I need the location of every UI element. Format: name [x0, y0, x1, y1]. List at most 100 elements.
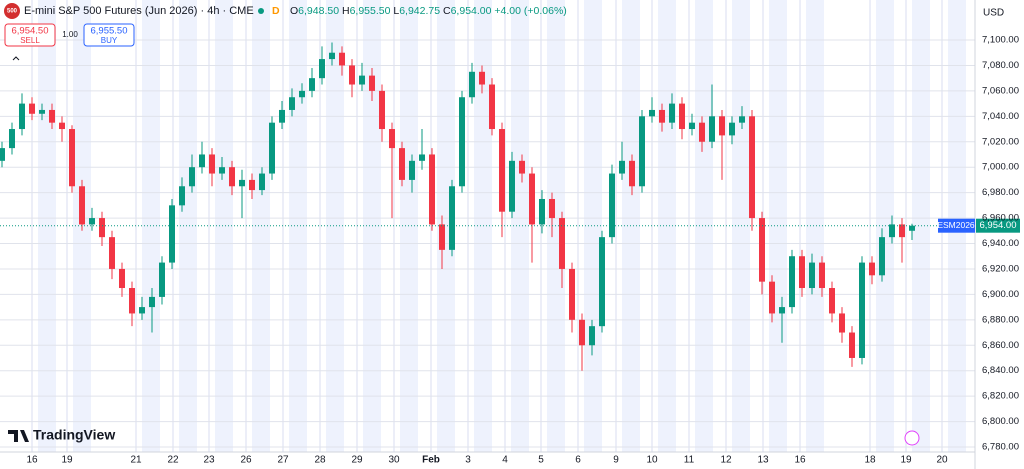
- session-bands: [38, 0, 966, 452]
- candle-body: [179, 186, 185, 206]
- candle-body: [729, 122, 735, 136]
- y-tick-label: 6,840.00: [982, 365, 1019, 376]
- candle-body: [79, 186, 85, 225]
- x-tick-label: 27: [277, 455, 289, 466]
- y-tick-label: 7,080.00: [982, 60, 1019, 71]
- h-label: H: [342, 5, 350, 17]
- buy-label: BUY: [101, 36, 118, 45]
- y-tick-label: 6,780.00: [982, 442, 1019, 453]
- grid: [0, 0, 975, 452]
- sell-price: 6,954.50: [12, 26, 49, 37]
- buy-price: 6,955.50: [91, 26, 128, 37]
- badge: D: [272, 5, 280, 17]
- candle-body: [459, 97, 465, 187]
- session-band: [326, 0, 344, 452]
- y-tick-label: 7,060.00: [982, 85, 1019, 96]
- candle-body: [329, 52, 335, 60]
- x-tick-label: 30: [388, 455, 400, 466]
- x-tick-label: 3: [465, 455, 471, 466]
- y-tick-label: 6,940.00: [982, 238, 1019, 249]
- y-tick-label: 7,020.00: [982, 136, 1019, 147]
- status-dot: [258, 8, 264, 14]
- candle-body: [29, 103, 35, 114]
- y-tick-label: 6,880.00: [982, 314, 1019, 325]
- candle-body: [629, 160, 635, 187]
- candle-body: [739, 116, 745, 123]
- candle-body: [619, 160, 625, 174]
- ohlc: O6,948.50 H6,955.50 L6,942.75 C6,954.00 …: [290, 5, 567, 17]
- candle-body: [659, 109, 665, 123]
- candle-body: [369, 75, 375, 91]
- x-tick-label: 12: [720, 455, 732, 466]
- candle-body: [809, 262, 815, 289]
- y-tick-label: 6,800.00: [982, 416, 1019, 427]
- candle-body: [269, 122, 275, 174]
- candle-body: [519, 160, 525, 174]
- candle-body: [399, 148, 405, 180]
- x-tick-label: Feb: [422, 455, 440, 466]
- candle-body: [539, 198, 545, 225]
- x-tick-label: 29: [351, 455, 363, 466]
- candle-body: [759, 218, 765, 282]
- collapse-icon[interactable]: [12, 56, 20, 61]
- candle-body: [549, 198, 555, 219]
- session-band: [437, 0, 455, 452]
- candle-body: [749, 116, 755, 219]
- candle-body: [499, 129, 505, 212]
- x-tick-label: 19: [900, 455, 912, 466]
- candle-body: [19, 103, 25, 130]
- candle-body: [889, 224, 895, 238]
- candle-body: [49, 109, 55, 123]
- x-tick-label: 28: [314, 455, 326, 466]
- candle-body: [469, 71, 475, 98]
- symbol-icon: [4, 3, 20, 19]
- candle-body: [389, 129, 395, 149]
- candle-body: [309, 78, 315, 91]
- candle-body: [419, 154, 425, 161]
- candle-body: [319, 59, 325, 79]
- logo-text: TradingView: [33, 427, 115, 443]
- candle-body: [479, 71, 485, 85]
- x-tick-label: 9: [613, 455, 619, 466]
- change: +4.00 (+0.06%): [494, 5, 566, 17]
- candle-body: [589, 326, 595, 346]
- x-tick-label: 22: [167, 455, 179, 466]
- event-icon[interactable]: [904, 430, 920, 446]
- o-value: 6,948.50: [298, 5, 339, 17]
- x-tick-label: 4: [502, 455, 508, 466]
- candle-body: [649, 109, 655, 117]
- trade-panel: 6,954.50 SELL 1.00 6,955.50 BUY: [4, 23, 135, 61]
- session-band: [38, 0, 56, 452]
- candle-body: [719, 116, 725, 136]
- candle-body: [819, 262, 825, 289]
- candle-body: [509, 160, 515, 212]
- candle-body: [339, 52, 345, 66]
- candle-body: [799, 256, 805, 289]
- candle-body: [769, 281, 775, 314]
- candle-body: [9, 129, 15, 149]
- candle-body: [579, 319, 585, 346]
- y-tick-label: 6,860.00: [982, 340, 1019, 351]
- candle-body: [249, 179, 255, 191]
- candle-body: [289, 97, 295, 110]
- sell-button[interactable]: [4, 23, 56, 47]
- x-tick-label: 6: [575, 455, 581, 466]
- c-value: 6,954.00: [451, 5, 492, 17]
- buy-button[interactable]: [83, 23, 135, 47]
- candle-body: [159, 262, 165, 297]
- candle-body: [859, 262, 865, 358]
- candle-body: [109, 237, 115, 269]
- y-tick-label: 6,980.00: [982, 187, 1019, 198]
- session-band: [547, 0, 565, 452]
- candles: [0, 42, 975, 371]
- candle-body: [599, 237, 605, 327]
- currency: USD: [983, 8, 1004, 19]
- candle-body: [409, 160, 415, 180]
- session-band: [142, 0, 160, 452]
- candle-body: [569, 268, 575, 320]
- y-tick-label: 6,900.00: [982, 289, 1019, 300]
- symbol-tag-text: ESM2026: [937, 220, 975, 230]
- candle-body: [349, 65, 355, 85]
- candle-body: [429, 154, 435, 225]
- symbol-tag: [938, 218, 975, 233]
